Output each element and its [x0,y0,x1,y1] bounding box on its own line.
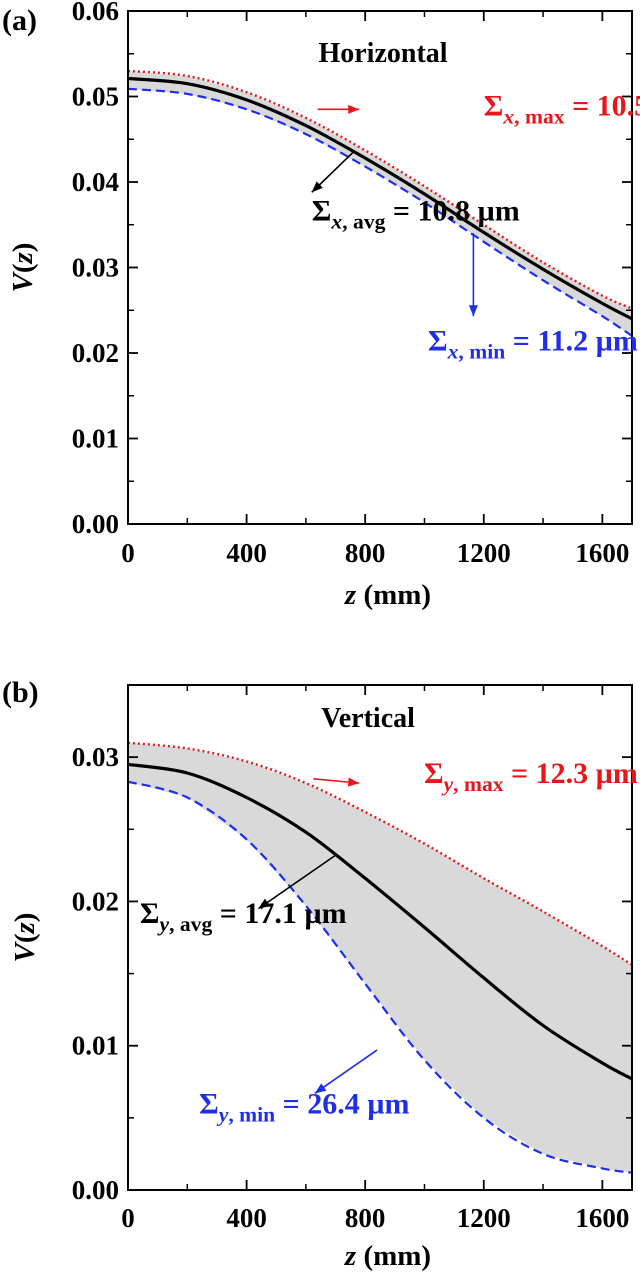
x-tick-label: 0 [121,538,135,568]
y-axis-label-arg: z [9,921,41,934]
y-axis-label-arg: z [7,251,39,264]
chart-title: Vertical [321,703,415,734]
x-axis-label: z (mm) [344,579,431,611]
annotation-value: = 26.4 µm [275,1088,409,1121]
annotation-subscript-var: x [330,209,342,233]
x-axis-label-unit: (mm) [356,1240,431,1272]
y-axis-label: V(z) [9,913,41,963]
annotation-arrowhead-min [314,1083,327,1094]
annotation-arrow-min [314,1049,378,1094]
x-tick-label: 1600 [575,1203,629,1233]
series-line-min [128,780,632,1174]
annotation-sigma: Σ [140,897,160,930]
y-tick-label: 0.04 [72,167,119,197]
annotation-subscript-qualifier: , min [458,339,505,363]
x-tick-label: 800 [345,538,386,568]
x-axis-label-var: z [344,579,357,611]
y-tick-label: 0.01 [72,424,119,454]
chart-panel-a: 0 400 800 1200 1600 0.00 0.01 0.02 0.03 0.04 0.05 0… [2,0,640,611]
annotation-subscript-var: y [156,912,169,936]
uncertainty-band [128,742,632,1173]
annotation-subscript-qualifier: , max [453,772,504,796]
y-tick-label: 0.02 [72,886,119,916]
annotation-arrowhead-avg [258,898,271,909]
annotation-value: = 10.8 µm [385,194,519,227]
annotation-subscript-var: x [447,339,459,363]
annotation-sigma: Σ [484,89,504,122]
y-tick-label: 0.05 [72,82,119,112]
annotation-subscript-qualifier: , min [228,1103,275,1127]
annotation-sigma: Σ [199,1088,219,1121]
x-axis-label: z (mm) [344,1240,431,1272]
x-axis-label-var: z [344,1240,357,1272]
x-tick-label: 0 [121,1203,135,1233]
annotation-sigma: Σ [424,757,444,790]
annotation-value: = 10.5 µm [565,89,640,122]
y-axis-label-paren: ) [7,243,39,253]
annotation-subscript-var: x [502,104,514,128]
annotation-arrowhead-min [468,305,478,317]
x-tick-label: 1600 [575,538,629,568]
annotation-value: = 11.2 µm [505,324,638,357]
y-axis-label-var: V [9,940,41,962]
y-tick-label: 0.02 [72,338,119,368]
y-tick-label: 0.06 [72,0,119,26]
annotation-label-max: Σy, max = 12.3 µm [424,757,638,796]
panel-label: (b) [2,676,39,709]
annotation-arrow-avg [257,854,336,910]
annotation-arrowhead-max [348,104,360,114]
y-tick-label: 0.00 [72,509,119,539]
series-line-avg [128,76,632,321]
series-line-max [128,741,632,966]
annotation-arrowhead-avg [311,181,323,193]
y-tick-label: 0.03 [72,253,119,283]
x-tick-label: 1200 [457,1203,511,1233]
x-tick-label: 400 [226,1203,267,1233]
annotation-subscript-qualifier: , avg [169,912,212,936]
annotation-label-max: Σx, max = 10.5 µm [484,89,640,128]
y-axis-label: V(z) [7,243,39,293]
series-line-avg [128,762,632,1081]
x-tick-label: 800 [345,1203,386,1233]
annotation-subscript-var: y [216,1103,229,1127]
annotation-value: = 17.1 µm [212,897,346,930]
panel-label: (a) [2,4,37,37]
y-axis-label-var: V [7,270,39,292]
x-tick-label: 1200 [457,538,511,568]
annotation-subscript-qualifier: , avg [342,209,385,233]
x-tick-label: 400 [226,538,267,568]
annotation-label-avg: Σy, avg = 17.1 µm [140,897,347,936]
annotation-label-min: Σx, min = 11.2 µm [428,324,638,363]
annotation-sigma: Σ [428,324,448,357]
x-axis-label-unit: (mm) [356,579,431,611]
y-tick-label: 0.03 [72,742,119,772]
annotation-subscript-var: y [441,772,454,796]
y-axis-label-paren: ( [7,263,39,273]
annotation-value: = 12.3 µm [504,757,638,790]
y-tick-label: 0.01 [72,1031,119,1061]
y-axis-label-paren: ) [9,913,41,923]
annotation-label-avg: Σx, avg = 10.8 µm [312,194,520,233]
plot-frame [127,684,633,1191]
annotation-label-min: Σy, min = 26.4 µm [199,1088,409,1127]
annotation-subscript-qualifier: , max [514,104,565,128]
chart-title: Horizontal [318,38,447,69]
y-axis-label-paren: ( [9,933,41,943]
annotation-arrowhead-max [347,777,360,787]
series-line-min [128,87,632,337]
annotation-sigma: Σ [312,194,332,227]
y-tick-label: 0.00 [72,1175,119,1205]
series-line-max [128,69,632,310]
